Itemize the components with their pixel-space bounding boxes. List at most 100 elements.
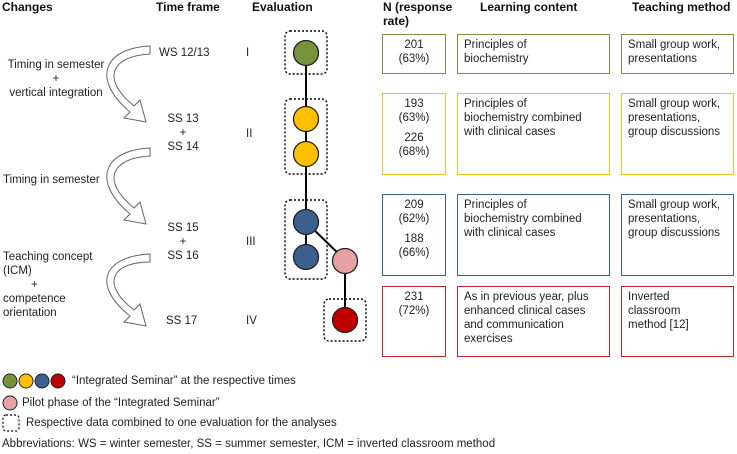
- time-ss15-plus: +: [179, 236, 187, 248]
- row3-method-line1: Small group work,: [628, 199, 721, 211]
- eval-group-box-iv: [323, 298, 367, 342]
- header-teaching-method: Teaching method: [632, 0, 731, 14]
- header-n-response-line2: rate): [383, 14, 410, 28]
- row4-rate: (72%): [398, 305, 430, 317]
- row4-content-box: As in previous year, plus enhanced clini…: [457, 286, 610, 357]
- row3-rate1: (62%): [398, 213, 430, 225]
- eval-group-box-i: [284, 30, 328, 75]
- change-3-line4: orientation: [3, 307, 57, 319]
- eval-iv: IV: [246, 315, 257, 327]
- change-3-plus: +: [31, 279, 38, 291]
- row2-content-line3: with clinical cases: [464, 126, 556, 138]
- row3-method-box: Small group work, presentations, group d…: [621, 194, 734, 276]
- row2-method-line2: presentations,: [628, 112, 701, 124]
- legend-combined-data: Respective data combined to one evaluati…: [26, 417, 337, 429]
- row2-method-line1: Small group work,: [628, 98, 721, 110]
- row4-method-line1: Inverted: [628, 291, 670, 303]
- legend-circle-pink: [2, 395, 18, 411]
- circle-ws1213-green: [292, 39, 320, 67]
- change-1-plus: +: [52, 73, 60, 85]
- change-arrow-1: [106, 45, 151, 123]
- row1-n: 201: [404, 39, 424, 51]
- row3-n2: 188: [404, 233, 424, 245]
- time-ss16: SS 16: [167, 250, 199, 262]
- circle-ss17-red: [331, 306, 359, 334]
- change-3-line2: (ICM): [3, 265, 32, 277]
- eval-group-box-ii: [284, 98, 328, 175]
- row4-n: 231: [404, 291, 424, 303]
- row1-content-line1: Principles of: [464, 39, 527, 51]
- legend-dashed-box: [2, 414, 20, 432]
- header-time-frame: Time frame: [156, 0, 220, 14]
- row3-content-line2: biochemistry combined: [464, 213, 582, 225]
- row2-rate2: (68%): [398, 146, 430, 158]
- row2-method-box: Small group work, presentations, group d…: [621, 93, 734, 175]
- time-ss17: SS 17: [166, 315, 198, 327]
- legend-integrated-seminar: “Integrated Seminar” at the respective t…: [72, 375, 296, 387]
- row2-n2: 226: [404, 132, 424, 144]
- legend-pilot-phase: Pilot phase of the “Integrated Seminar”: [22, 397, 220, 409]
- time-ss15: SS 15: [167, 222, 199, 234]
- legend-circle-yellow: [18, 373, 34, 389]
- time-ss15-ss16: SS 15 + SS 16: [160, 221, 206, 263]
- circle-ss13-yellow: [292, 105, 320, 133]
- change-2: Timing in semester: [3, 174, 100, 186]
- row4-n-box: 231 (72%): [382, 286, 446, 357]
- time-ss13-plus: +: [179, 127, 187, 139]
- time-ss13-ss14: SS 13 + SS 14: [160, 112, 206, 154]
- row3-content-line1: Principles of: [464, 199, 527, 211]
- row3-n-box: 209 (62%) 188 (66%): [382, 194, 446, 276]
- header-changes: Changes: [2, 0, 53, 14]
- time-ss14: SS 14: [167, 141, 199, 153]
- row1-rate: (63%): [398, 53, 430, 65]
- change-3-line1: Teaching concept: [3, 251, 93, 263]
- header-learning-content: Learning content: [480, 0, 578, 14]
- eval-group-box-iii: [284, 199, 328, 280]
- change-arrow-2: [106, 147, 151, 225]
- legend-circle-green: [2, 373, 18, 389]
- row3-method-line3: group discussions: [628, 227, 721, 239]
- change-3: Teaching concept (ICM) + competence orie…: [3, 250, 93, 320]
- row2-method-line3: group discussions: [628, 126, 721, 138]
- legend-abbreviations: Abbreviations: WS = winter semester, SS …: [2, 438, 496, 450]
- row3-method-line2: presentations,: [628, 213, 701, 225]
- row4-method-line2: classroom: [628, 305, 681, 317]
- row3-rate2: (66%): [398, 247, 430, 259]
- row3-content-line3: with clinical cases: [464, 227, 556, 239]
- row2-rate1: (63%): [398, 112, 430, 124]
- circle-pilot-pink: [331, 247, 359, 275]
- circle-ss14-yellow: [292, 140, 320, 168]
- legend-circle-blue: [34, 373, 50, 389]
- row4-method-line3: method [12]: [628, 319, 689, 331]
- change-1: Timing in semester + vertical integratio…: [0, 58, 112, 100]
- row2-n1: 193: [404, 98, 424, 110]
- row4-content-line3: and communication: [464, 319, 564, 331]
- row2-content-line1: Principles of: [464, 98, 527, 110]
- row1-method-line2: presentations: [628, 53, 698, 65]
- circle-ss15-blue: [292, 208, 320, 236]
- row1-content-box: Principles of biochemistry: [457, 34, 610, 74]
- row4-content-line2: enhanced clinical cases: [464, 305, 586, 317]
- circle-ss16-blue: [292, 243, 320, 271]
- time-ws1213: WS 12/13: [159, 47, 210, 59]
- row3-n1: 209: [404, 199, 424, 211]
- change-1-line1: Timing in semester: [7, 59, 105, 71]
- row2-content-line2: biochemistry combined: [464, 112, 582, 124]
- row4-method-box: Inverted classroom method [12]: [621, 286, 734, 357]
- eval-ii: II: [246, 128, 253, 140]
- header-evaluation: Evaluation: [252, 0, 313, 14]
- row4-content-line1: As in previous year, plus: [464, 291, 589, 303]
- legend-circle-red: [50, 373, 66, 389]
- eval-iii: III: [246, 236, 256, 248]
- change-1-line2: vertical integration: [9, 87, 103, 99]
- header-n-response-line1: N (response: [383, 0, 453, 14]
- row3-content-box: Principles of biochemistry combined with…: [457, 194, 610, 276]
- time-ss13: SS 13: [167, 113, 199, 125]
- row1-method-line1: Small group work,: [628, 39, 721, 51]
- eval-i: I: [246, 47, 250, 59]
- row2-n-box: 193 (63%) 226 (68%): [382, 93, 446, 175]
- row2-content-box: Principles of biochemistry combined with…: [457, 93, 610, 175]
- row1-n-box: 201 (63%): [382, 34, 446, 74]
- row1-content-line2: biochemistry: [464, 53, 529, 65]
